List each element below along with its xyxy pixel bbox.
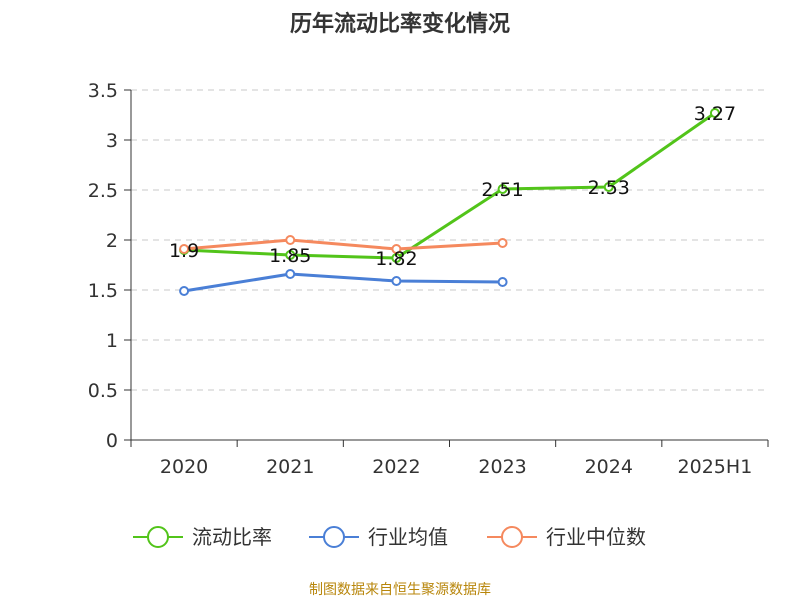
series-lines <box>183 111 716 293</box>
x-tick-label: 2021 <box>266 456 314 478</box>
legend-swatch-marker <box>147 526 169 548</box>
data-point <box>497 277 508 287</box>
data-point <box>497 238 508 248</box>
y-tick-label: 1 <box>106 330 118 352</box>
y-tick-label: 0 <box>106 430 118 452</box>
data-label: 3.27 <box>694 103 736 125</box>
data-point <box>285 250 296 260</box>
source-note: 制图数据来自恒生聚源数据库 <box>309 582 491 598</box>
data-point <box>285 269 296 279</box>
legend-item[interactable]: 流动比率 <box>133 525 272 549</box>
x-tick-label: 2020 <box>160 456 208 478</box>
y-tick-label: 1.5 <box>88 280 118 302</box>
x-tick-label: 2024 <box>585 456 633 478</box>
x-tick-label: 2025H1 <box>678 456 753 478</box>
legend-label: 流动比率 <box>192 525 272 549</box>
data-point <box>179 244 190 254</box>
legend-swatch-marker <box>323 526 345 548</box>
data-point <box>285 235 296 245</box>
y-tick-label: 3 <box>106 130 118 152</box>
legend-item[interactable]: 行业中位数 <box>487 525 646 549</box>
data-point <box>603 182 614 192</box>
legend-label: 行业中位数 <box>546 525 646 549</box>
data-label: 1.85 <box>269 245 311 267</box>
series-line <box>183 238 503 251</box>
data-point <box>391 244 402 254</box>
data-label: 2.51 <box>481 179 523 201</box>
legend-item[interactable]: 行业均值 <box>309 525 448 549</box>
data-label: 1.82 <box>375 248 417 270</box>
legend-swatch-marker <box>501 526 523 548</box>
y-tick-label: 3.5 <box>88 80 118 102</box>
chart-title: 历年流动比率变化情况 <box>290 11 510 37</box>
data-point <box>709 108 720 118</box>
data-labels: 1.9 1.85 1.82 2.51 2.53 3.27 <box>169 103 736 270</box>
data-label: 1.9 <box>169 240 199 262</box>
data-point <box>497 184 508 194</box>
grid <box>131 89 768 391</box>
y-tick-label: 2.5 <box>88 180 118 202</box>
data-point <box>391 276 402 286</box>
data-point <box>179 286 190 296</box>
y-tick-label: 2 <box>106 230 118 252</box>
x-tick-label: 2023 <box>478 456 526 478</box>
data-label: 2.53 <box>588 177 630 199</box>
legend[interactable]: 流动比率 行业均值 行业中位数 <box>133 525 646 549</box>
x-tick-label: 2022 <box>372 456 420 478</box>
series-line <box>183 272 503 293</box>
y-tick-label: 0.5 <box>88 380 118 402</box>
series-line <box>184 111 716 260</box>
series-points <box>179 108 720 296</box>
legend-label: 行业均值 <box>368 525 448 549</box>
